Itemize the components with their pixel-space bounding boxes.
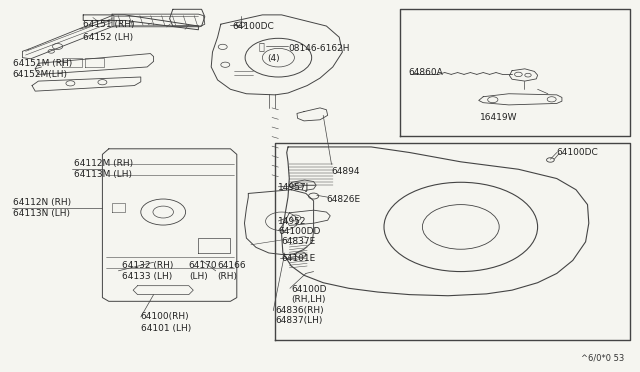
Text: 64100(RH): 64100(RH): [141, 312, 189, 321]
Text: 64152 (LH): 64152 (LH): [83, 33, 133, 42]
Text: 64113M (LH): 64113M (LH): [74, 170, 132, 179]
Text: (RH): (RH): [218, 272, 237, 280]
Text: 64837(LH): 64837(LH): [275, 316, 323, 325]
Text: 08146-6162H: 08146-6162H: [288, 44, 349, 53]
Text: 64112N (RH): 64112N (RH): [13, 198, 71, 207]
Text: 64826E: 64826E: [326, 195, 360, 204]
Text: 64100DD: 64100DD: [278, 227, 321, 236]
Text: (RH,LH): (RH,LH): [291, 295, 326, 304]
Text: 64133 (LH): 64133 (LH): [122, 272, 172, 280]
Text: 14952: 14952: [278, 217, 307, 226]
Text: (LH): (LH): [189, 272, 207, 280]
Text: ^6/0*0 53: ^6/0*0 53: [580, 354, 624, 363]
Text: 16419W: 16419W: [480, 113, 518, 122]
Text: 64170: 64170: [189, 262, 218, 270]
Text: 64151M (RH): 64151M (RH): [13, 59, 72, 68]
Text: 64837E: 64837E: [282, 237, 316, 246]
Text: 64166: 64166: [218, 262, 246, 270]
Text: 64100DC: 64100DC: [557, 148, 598, 157]
Text: (4): (4): [268, 54, 280, 63]
Text: 64113N (LH): 64113N (LH): [13, 209, 70, 218]
Text: 64152M(LH): 64152M(LH): [13, 70, 68, 79]
Text: 64112M (RH): 64112M (RH): [74, 159, 132, 168]
Text: 64132 (RH): 64132 (RH): [122, 262, 173, 270]
Text: 64100DC: 64100DC: [232, 22, 274, 31]
Text: 64100D: 64100D: [291, 285, 326, 294]
Text: 64151 (RH): 64151 (RH): [83, 20, 134, 29]
Text: 64101 (LH): 64101 (LH): [141, 324, 191, 333]
Text: 64860A: 64860A: [408, 68, 443, 77]
Text: 14957J: 14957J: [278, 183, 310, 192]
Text: 64101E: 64101E: [282, 254, 316, 263]
Text: 64894: 64894: [331, 167, 360, 176]
Text: 64836(RH): 64836(RH): [275, 306, 324, 315]
Text: Ⓢ: Ⓢ: [258, 41, 264, 51]
